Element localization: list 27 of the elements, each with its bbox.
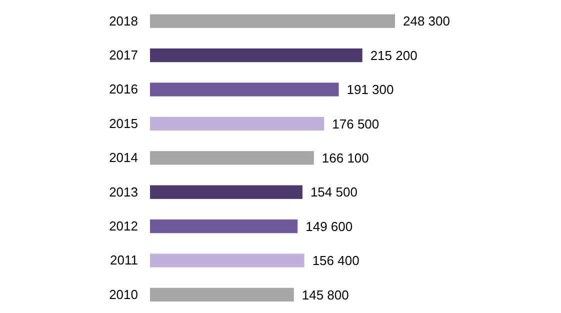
bar: [150, 219, 298, 234]
y-tick-label: 2015: [109, 116, 138, 131]
data-label: 145 800: [302, 287, 349, 302]
data-label: 215 200: [370, 48, 418, 63]
bar: [150, 151, 314, 165]
y-tick-label: 2017: [109, 47, 138, 62]
data-label: 166 100: [322, 150, 369, 166]
y-tick-label: 2011: [110, 252, 138, 268]
data-label: 248 300: [403, 14, 450, 29]
bar: [150, 116, 324, 131]
data-label: 156 400: [312, 253, 360, 268]
bar: [150, 288, 294, 302]
data-label: 154 500: [310, 184, 358, 200]
bar: [150, 254, 304, 268]
data-label: 191 300: [346, 82, 394, 98]
y-tick-label: 2014: [109, 150, 138, 166]
data-label: 176 500: [332, 116, 380, 132]
y-tick-label: 2013: [109, 184, 138, 200]
bar: [150, 82, 339, 96]
y-tick-label: 2010: [109, 286, 138, 302]
bar: [150, 185, 302, 199]
y-tick-label: 2012: [109, 218, 138, 234]
bar: [150, 14, 395, 28]
y-tick-label: 2018: [109, 13, 138, 28]
bar: [150, 48, 362, 62]
y-tick-label: 2016: [109, 82, 138, 97]
data-label: 149 600: [306, 218, 353, 234]
